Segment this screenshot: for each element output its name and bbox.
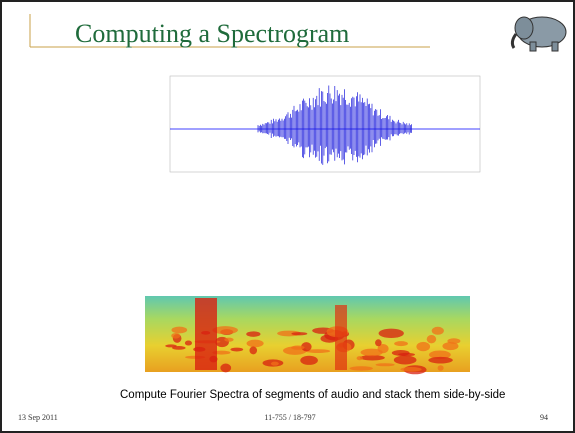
energy-blob xyxy=(356,356,363,361)
energy-blob xyxy=(184,340,193,346)
waveform-trace xyxy=(257,85,412,165)
energy-blob xyxy=(230,347,244,352)
energy-blob xyxy=(349,366,373,371)
energy-blob xyxy=(394,341,408,347)
energy-blob xyxy=(428,356,453,364)
energy-blob xyxy=(212,326,238,335)
spectrogram xyxy=(145,296,470,375)
footer-page: 94 xyxy=(540,413,548,422)
energy-blob xyxy=(224,337,234,342)
footer-course: 11-755 / 18-797 xyxy=(264,413,315,422)
energy-blob xyxy=(220,363,232,373)
energy-blob xyxy=(437,365,444,371)
energy-burst xyxy=(195,298,217,370)
energy-blob xyxy=(249,346,258,355)
energy-blob xyxy=(393,355,417,365)
energy-blob xyxy=(378,328,404,339)
energy-blob xyxy=(246,331,261,337)
energy-blob xyxy=(172,346,186,350)
waveform-plot xyxy=(169,75,481,173)
energy-blob xyxy=(426,334,437,344)
energy-blob xyxy=(375,339,382,347)
energy-blob xyxy=(270,361,279,366)
energy-blob xyxy=(416,341,431,352)
energy-blob xyxy=(428,350,451,360)
energy-blob xyxy=(291,345,305,350)
spectrogram-energy xyxy=(165,298,461,375)
energy-blob xyxy=(171,326,188,334)
elephant-logo xyxy=(510,16,567,52)
energy-blob xyxy=(246,339,264,348)
waveform xyxy=(257,85,412,165)
energy-blob xyxy=(300,355,318,365)
energy-blob xyxy=(359,355,385,361)
energy-blob xyxy=(431,326,444,335)
energy-blob xyxy=(291,332,308,336)
energy-blob xyxy=(305,349,331,353)
energy-blob xyxy=(391,350,410,356)
energy-blob xyxy=(301,342,312,352)
energy-blob xyxy=(442,342,459,351)
energy-blob xyxy=(360,348,383,357)
energy-blob xyxy=(375,363,395,367)
slide-title: Computing a Spectrogram xyxy=(75,19,349,48)
footer-date: 13 Sep 2011 xyxy=(18,413,58,422)
energy-blob xyxy=(400,367,422,372)
energy-blob xyxy=(171,332,181,339)
energy-burst xyxy=(335,305,347,370)
caption: Compute Fourier Spectra of segments of a… xyxy=(120,389,505,401)
